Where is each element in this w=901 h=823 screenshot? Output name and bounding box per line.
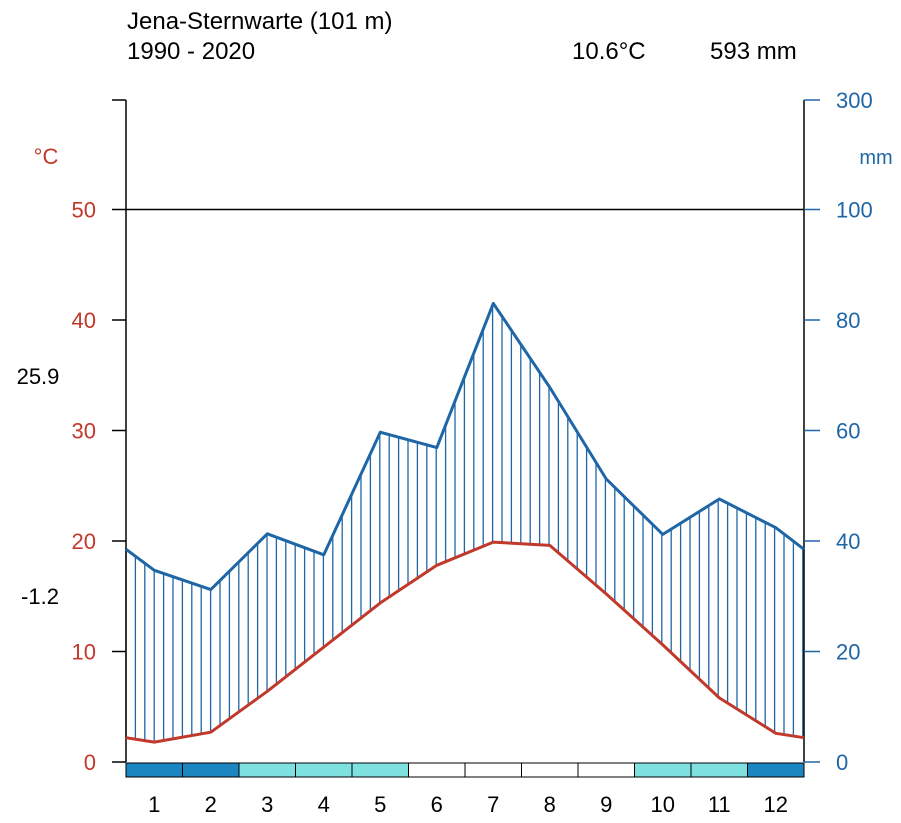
left-tick-label: 30	[72, 419, 96, 444]
left-axis-unit-label: °C	[34, 144, 59, 169]
station-title: Jena-Sternwarte (101 m)	[127, 8, 393, 35]
month-label: 12	[764, 792, 788, 817]
left-tick-label: 0	[84, 750, 96, 775]
frost-cell	[182, 762, 240, 778]
month-label: 4	[318, 792, 330, 817]
right-tick-label: 0	[836, 750, 848, 775]
month-label: 11	[708, 792, 731, 817]
frost-cell	[690, 762, 748, 778]
right-tick-label: 60	[836, 419, 860, 444]
month-label: 1	[148, 792, 160, 817]
frost-cell	[634, 762, 692, 778]
frost-cell	[295, 762, 353, 778]
right-tick-label: 80	[836, 308, 860, 333]
right-tick-label: 20	[836, 640, 860, 665]
absolute-max-label: 25.9	[17, 364, 60, 389]
frost-cell	[125, 762, 183, 778]
mean-temperature: 10.6°C	[572, 38, 646, 65]
right-tick-label: 40	[836, 529, 860, 554]
month-label: 6	[431, 792, 443, 817]
period-label: 1990 - 2020	[127, 38, 256, 65]
month-label: 10	[651, 792, 675, 817]
frost-cell	[408, 762, 466, 778]
month-label: 9	[600, 792, 612, 817]
left-tick-label: 40	[72, 308, 96, 333]
month-label: 3	[261, 792, 273, 817]
month-label: 7	[487, 792, 499, 817]
month-label: 8	[544, 792, 556, 817]
precipitation-line	[125, 301, 805, 592]
frost-cell	[747, 762, 805, 778]
frost-cell	[577, 762, 635, 778]
left-tick-label: 50	[72, 198, 96, 223]
month-label: 5	[374, 792, 386, 817]
frost-cell	[238, 762, 296, 778]
frost-cell	[351, 762, 409, 778]
right-axis-unit-label: mm	[859, 147, 892, 169]
left-tick-label: 20	[72, 529, 96, 554]
annual-precipitation: 593 mm	[710, 38, 797, 65]
left-tick-label: 10	[72, 640, 96, 665]
right-tick-label: 300	[836, 88, 873, 113]
month-label: 2	[205, 792, 217, 817]
frost-cell	[464, 762, 522, 778]
temperature-line	[125, 540, 805, 744]
right-tick-label: 100	[836, 198, 873, 223]
frost-cell	[521, 762, 579, 778]
absolute-min-label: -1.2	[21, 584, 59, 609]
humid-hatching	[125, 305, 804, 743]
